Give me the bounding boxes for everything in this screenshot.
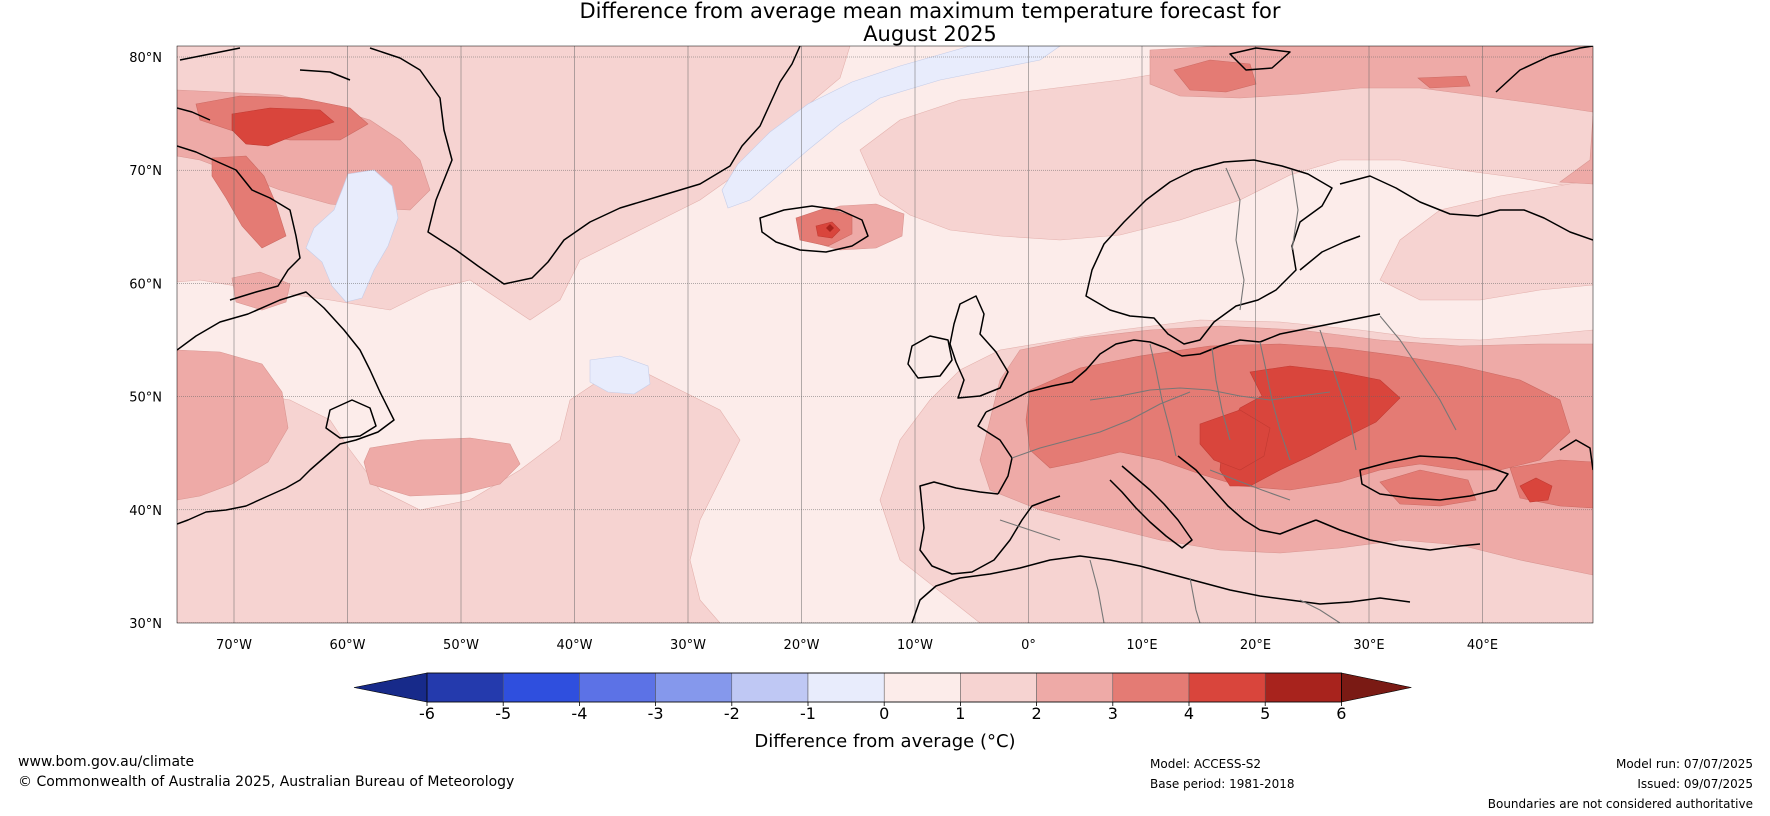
- colorbar-tick-label: -3: [648, 704, 664, 723]
- lat-tick-label: 70°N: [129, 164, 162, 179]
- country-borders: [999, 167, 1457, 623]
- colorbar-segment: [502, 672, 580, 703]
- lon-tick-label: 20°W: [784, 638, 820, 653]
- lat-tick-label: 30°N: [129, 617, 162, 632]
- colorbar-segment: [655, 672, 733, 703]
- ireland-coastline: [907, 335, 953, 379]
- lon-tick-label: 40°W: [557, 638, 593, 653]
- footer-model: Model: ACCESS-S2: [1150, 757, 1262, 771]
- colorbar-label: Difference from average (°C): [754, 731, 1015, 752]
- colorbar-tick-label: -5: [495, 704, 511, 723]
- colorbar-segment: [960, 672, 1037, 703]
- greenland-coastline: [369, 46, 801, 285]
- map-frame: [176, 45, 1594, 624]
- italy-coastline: [1109, 465, 1193, 549]
- labrador-coastline: [177, 291, 395, 525]
- colorbar-tick-label: 6: [1336, 704, 1346, 723]
- lat-tick-label: 40°N: [129, 504, 162, 519]
- colorbar-tick-label: -4: [571, 704, 587, 723]
- coastlines: [177, 46, 1593, 623]
- colorbar-tick-label: 2: [1032, 704, 1042, 723]
- lon-tick-label: 10°E: [1126, 638, 1157, 653]
- footer-issued: Issued: 09/07/2025: [1637, 777, 1753, 791]
- gridlines: [177, 46, 1593, 623]
- lon-tick-label: 50°W: [443, 638, 479, 653]
- colorbar-under-arrow: [353, 672, 428, 703]
- footer-copyright: © Commonwealth of Australia 2025, Austra…: [18, 774, 515, 790]
- lon-tick-label: 40°E: [1467, 638, 1498, 653]
- colorbar-segment: [1112, 672, 1190, 703]
- svalbard-coastline: [1229, 47, 1291, 71]
- colorbar-segment: [426, 672, 504, 703]
- lon-tick-label: 20°E: [1240, 638, 1271, 653]
- lon-tick-label: 0°: [1021, 638, 1036, 653]
- longitude-labels: 70°W 60°W 50°W 40°W 30°W 20°W 10°W 0° 10°E 20°E 30…: [216, 638, 1498, 653]
- lat-tick-label: 80°N: [129, 51, 162, 66]
- baffin-coastline: [177, 145, 301, 301]
- colorbar-tick-label: 4: [1184, 704, 1194, 723]
- arctic-islands-coastline: [177, 47, 351, 121]
- lon-tick-label: 30°E: [1353, 638, 1384, 653]
- colorbar-tick-label: 1: [955, 704, 965, 723]
- iceland-hotspot: [826, 224, 834, 232]
- lon-tick-label: 30°W: [670, 638, 706, 653]
- africa-coastline: [911, 555, 1411, 623]
- footer-base-period: Base period: 1981-2018: [1150, 777, 1295, 791]
- colorbar-segment: [1264, 672, 1342, 703]
- anomaly-zone-3-4: [195, 59, 1593, 509]
- colorbar: -6 -5 -4 -3 -2 -1 0 1 2 3 4 5 6: [353, 672, 1412, 723]
- lon-tick-label: 70°W: [216, 638, 252, 653]
- iceland-coastline: [759, 205, 869, 253]
- colorbar-tick-label: -1: [800, 704, 816, 723]
- iberia-coastline: [919, 481, 1061, 575]
- colorbar-tick-label: 5: [1260, 704, 1270, 723]
- map-panel: [177, 46, 1593, 623]
- map-title-line1: Difference from average mean maximum tem…: [579, 0, 1281, 23]
- turkey-coastline: [1315, 519, 1481, 551]
- europe-coastline: [985, 313, 1381, 413]
- caspian-coastline: [1559, 439, 1593, 471]
- lat-tick-label: 60°N: [129, 277, 162, 292]
- baltic-coastline: [1299, 235, 1361, 271]
- balkans-coastline: [1177, 455, 1317, 535]
- lon-tick-label: 10°W: [897, 638, 933, 653]
- britain-coastline: [949, 295, 1009, 399]
- colorbar-segment: [807, 672, 885, 703]
- france-coastline: [977, 411, 1013, 495]
- newfoundland-coastline: [325, 399, 377, 439]
- colorbar-over-arrow: [1341, 672, 1412, 703]
- footer-model-run: Model run: 07/07/2025: [1615, 757, 1753, 771]
- russia-north-coastline: [1339, 175, 1593, 241]
- scandinavia-coastline: [1085, 159, 1333, 345]
- colorbar-segment: [1036, 672, 1114, 703]
- map-title-line2: August 2025: [863, 22, 997, 46]
- colorbar-segment: [731, 672, 809, 703]
- colorbar-tick-label: -6: [419, 704, 435, 723]
- colorbar-tick-label: -2: [724, 704, 740, 723]
- novaya-zemlya-coastline: [1495, 46, 1593, 93]
- latitude-labels: 80°N 70°N 60°N 50°N 40°N 30°N: [129, 51, 162, 632]
- colorbar-segment: [1188, 672, 1266, 703]
- colorbar-segment: [883, 672, 961, 703]
- anomaly-zone-minus1-0: [305, 46, 1061, 395]
- map-title: Difference from average mean maximum tem…: [0, 0, 1770, 46]
- lon-tick-label: 60°W: [330, 638, 366, 653]
- colorbar-tick-label: 0: [879, 704, 889, 723]
- colorbar-segment: [579, 672, 656, 703]
- colorbar-tick-label: 3: [1108, 704, 1118, 723]
- black-sea-coastline: [1359, 455, 1509, 501]
- lat-tick-label: 50°N: [129, 391, 162, 406]
- footer-website: www.bom.gov.au/climate: [18, 754, 195, 770]
- footer-disclaimer: Boundaries are not considered authoritat…: [1487, 797, 1753, 811]
